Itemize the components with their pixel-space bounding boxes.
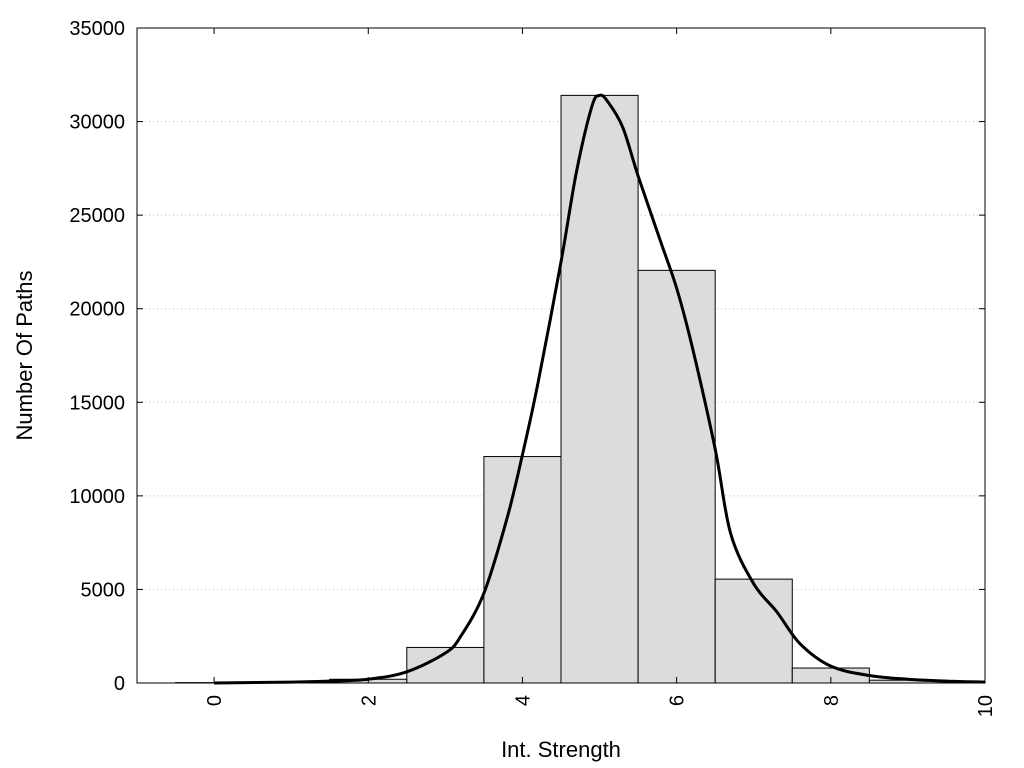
y-tick-label: 10000 xyxy=(69,486,125,508)
y-axis-ticks: 0 5000 10000 15000 20000 25000 30000 35000 xyxy=(69,18,985,695)
y-tick-label: 25000 xyxy=(69,205,125,227)
y-axis-title: Number Of Paths xyxy=(12,271,37,441)
x-tick-label: 10 xyxy=(975,695,997,717)
y-tick-label: 35000 xyxy=(69,18,125,40)
x-tick-label: 2 xyxy=(358,695,380,706)
histogram-bars xyxy=(175,94,947,684)
plot-frame xyxy=(136,27,986,684)
x-tick-label: 4 xyxy=(512,695,534,706)
y-tick-label: 5000 xyxy=(81,579,126,601)
density-curve xyxy=(214,93,986,685)
y-tick-label: 20000 xyxy=(69,299,125,321)
y-tick-label: 30000 xyxy=(69,112,125,134)
x-tick-label: 8 xyxy=(821,695,843,706)
x-axis-ticks: 0 2 4 6 8 10 xyxy=(204,28,997,717)
histogram-bar xyxy=(560,94,639,684)
histogram-bar xyxy=(714,578,793,684)
y-tick-label: 15000 xyxy=(69,392,125,414)
x-axis-title: Int. Strength xyxy=(501,737,621,762)
histogram-bar xyxy=(483,456,562,684)
x-tick-label: 0 xyxy=(204,695,226,706)
histogram-bar xyxy=(637,269,716,684)
x-tick-label: 6 xyxy=(667,695,689,706)
y-tick-label: 0 xyxy=(114,673,125,695)
